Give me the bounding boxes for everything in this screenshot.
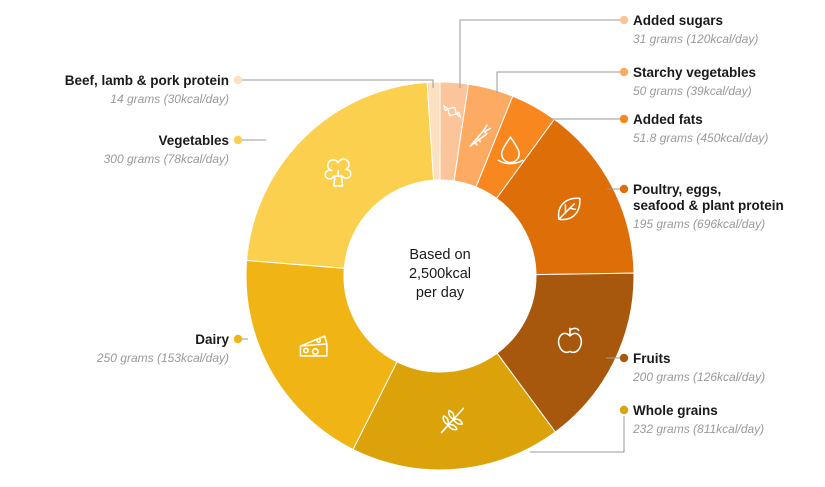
- legend-dot-0: [619, 15, 629, 25]
- series-label-3-1: seafood & plant protein: [633, 198, 784, 213]
- series-label-7: Vegetables: [158, 133, 229, 148]
- center-label: Based on 2,500kcal per day: [409, 247, 471, 301]
- center-label-line-2: 2,500kcal: [409, 266, 471, 282]
- leaf-icon: [557, 197, 581, 221]
- legend-dot-4: [619, 353, 629, 363]
- series-detail-8: 14 grams (30kcal/day): [110, 92, 229, 106]
- series-label-8: Beef, lamb & pork protein: [65, 73, 229, 88]
- segment-3: [495, 118, 635, 276]
- series-detail-6: 250 grams (153kcal/day): [96, 351, 229, 365]
- segment-icons: [299, 104, 583, 434]
- legend-dot-6: [233, 334, 243, 344]
- legend-dot-5: [619, 405, 629, 415]
- legend-dot-2: [619, 114, 629, 124]
- series-detail-1: 50 grams (39kcal/day): [633, 84, 752, 98]
- series-label-4: Fruits: [633, 351, 671, 366]
- segment-5: [352, 352, 557, 471]
- series-detail-7: 300 grams (78kcal/day): [104, 152, 229, 166]
- wheat-icon: [440, 407, 465, 434]
- candy-icon: [443, 104, 462, 118]
- legend-dot-8: [233, 75, 243, 85]
- legend-dot-7: [233, 135, 243, 145]
- center-label-line-3: per day: [416, 285, 465, 301]
- apple-icon: [557, 327, 583, 354]
- series-label-6: Dairy: [195, 332, 229, 347]
- series-label-1: Starchy vegetables: [633, 65, 756, 80]
- series-label-2: Added fats: [633, 112, 703, 127]
- series-label-5: Whole grains: [633, 403, 718, 418]
- cheese-icon: [299, 335, 328, 357]
- oil-drop-icon: [497, 136, 524, 165]
- leader-line-1: [496, 71, 620, 93]
- broccoli-icon: [324, 158, 352, 187]
- series-detail-0: 31 grams (120kcal/day): [633, 32, 758, 46]
- series-label-3-0: Poultry, eggs,: [633, 182, 721, 197]
- leader-line-8: [242, 79, 434, 88]
- leader-line-0: [459, 19, 620, 88]
- legend-dot-1: [619, 67, 629, 77]
- series-detail-4: 200 grams (126kcal/day): [632, 370, 765, 384]
- series-detail-5: 232 grams (811kcal/day): [632, 422, 764, 436]
- series-detail-3: 195 grams (696kcal/day): [633, 217, 765, 231]
- legend-dot-3: [619, 184, 629, 194]
- leader-lines: [233, 15, 629, 453]
- carrot-icon: [469, 124, 491, 147]
- series-detail-2: 51.8 grams (450kcal/day): [633, 131, 768, 145]
- segment-8: [426, 81, 441, 181]
- series-label-0: Added sugars: [633, 13, 723, 28]
- leader-line-5: [530, 416, 625, 453]
- center-label-line-1: Based on: [409, 247, 470, 263]
- segment-6: [245, 259, 398, 451]
- segment-labels: Added sugars 31 grams (120kcal/day) Starch…: [65, 13, 784, 436]
